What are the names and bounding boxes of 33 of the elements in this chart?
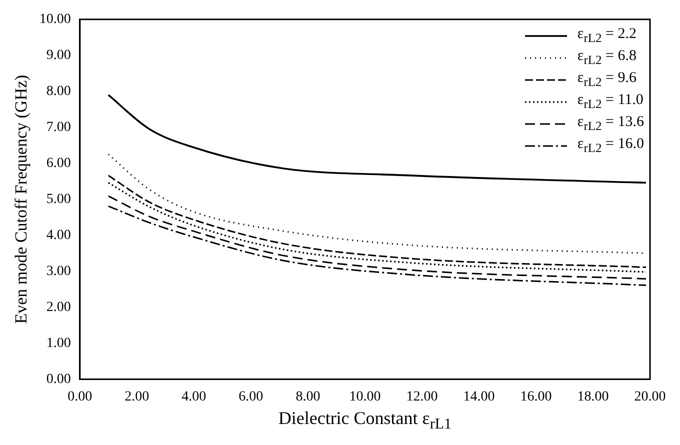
y-axis-title: Even mode Cutoff Frequency (GHz) bbox=[12, 74, 31, 324]
x-tick-label: 20.00 bbox=[634, 389, 666, 404]
y-tick-label: 2.00 bbox=[46, 300, 71, 315]
legend-label: ε$_{rL2}$ = 2.2 bbox=[577, 25, 636, 48]
x-tick-label: 10.00 bbox=[349, 389, 381, 404]
legend-label: ε$_{rL2}$ = 16.0 bbox=[577, 135, 644, 158]
x-tick-label: 14.00 bbox=[463, 389, 495, 404]
x-tick-label: 12.00 bbox=[406, 389, 438, 404]
line-series bbox=[108, 94, 647, 184]
y-tick-label: 6.00 bbox=[46, 156, 71, 171]
line-series bbox=[108, 195, 647, 280]
legend-label: ε$_{rL2}$ = 13.6 bbox=[577, 113, 644, 136]
x-tick-label: 4.00 bbox=[182, 389, 206, 404]
x-tick-label: 0.00 bbox=[68, 389, 92, 404]
legend-label: ε$_{rL2}$ = 9.6 bbox=[577, 69, 636, 92]
y-tick-label: 3.00 bbox=[46, 264, 71, 279]
legend-label: ε$_{rL2}$ = 11.0 bbox=[577, 91, 644, 114]
x-tick-label: 16.00 bbox=[520, 389, 552, 404]
y-tick-label: 10.00 bbox=[39, 12, 71, 28]
legend-label: ε$_{rL2}$ = 6.8 bbox=[577, 47, 636, 70]
line-series bbox=[108, 205, 647, 286]
x-axis-title: Dielectric Constant ε$_{rL1}$ bbox=[277, 407, 453, 435]
y-tick-label: 8.00 bbox=[46, 84, 71, 100]
x-tick-label: 8.00 bbox=[296, 389, 320, 404]
x-tick-label: 2.00 bbox=[124, 389, 150, 404]
y-tick-label: 5.00 bbox=[46, 192, 71, 207]
y-tick-label: 0.00 bbox=[46, 372, 71, 387]
x-tick-label: 18.00 bbox=[577, 389, 609, 404]
y-tick-label: 9.00 bbox=[46, 48, 71, 64]
y-tick-label: 4.00 bbox=[46, 228, 71, 243]
y-tick-label: 7.00 bbox=[46, 120, 71, 136]
x-tick-label: 6.00 bbox=[238, 389, 264, 404]
y-tick-label: 1.00 bbox=[46, 336, 71, 351]
